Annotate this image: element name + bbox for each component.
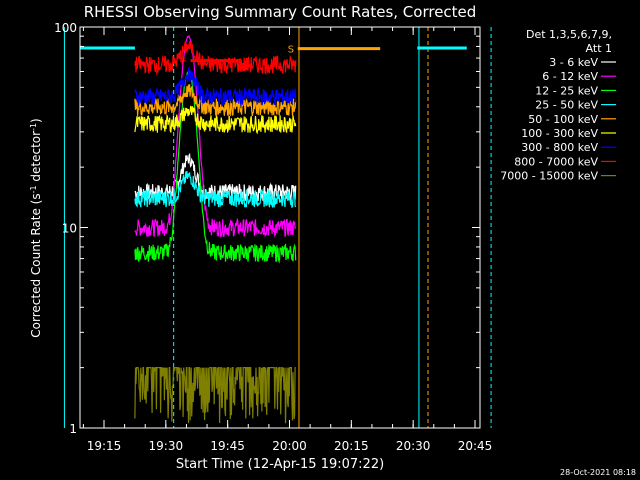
x-tick-label: 20:00 bbox=[272, 439, 307, 453]
legend-entry-label: 25 - 50 keV bbox=[535, 99, 598, 112]
legend-entry-label: 50 - 100 keV bbox=[528, 113, 598, 126]
plot-area: FS bbox=[63, 27, 492, 428]
y-tick-label: 1 bbox=[69, 422, 77, 436]
series-line bbox=[134, 65, 297, 107]
legend-header-line2: Att 1 bbox=[586, 42, 612, 55]
x-tick-label: 19:45 bbox=[210, 439, 245, 453]
series-line bbox=[134, 40, 297, 76]
series-line bbox=[134, 34, 297, 238]
legend-entry-label: 800 - 7000 keV bbox=[514, 155, 598, 168]
series-line bbox=[134, 105, 297, 135]
x-tick-label: 20:30 bbox=[396, 439, 431, 453]
series-line bbox=[134, 69, 297, 264]
x-tick-label: 19:30 bbox=[149, 439, 184, 453]
x-tick-label: 20:45 bbox=[458, 439, 493, 453]
generated-timestamp: 28-Oct-2021 08:18 bbox=[560, 468, 636, 477]
series-line bbox=[134, 367, 296, 424]
chart-title: RHESSI Observing Summary Count Rates, Co… bbox=[84, 3, 477, 21]
x-tick-label: 19:15 bbox=[87, 439, 122, 453]
flag-label: F bbox=[181, 57, 187, 68]
series-line bbox=[134, 84, 297, 117]
x-axis: 19:15 19:30 19:45 20:00 20:15 20:30 20:45 bbox=[82, 27, 493, 453]
y-axis-label: Corrected Count Rate (s-1 detector-1) bbox=[29, 118, 44, 337]
legend-entry-label: 12 - 25 keV bbox=[535, 84, 598, 97]
y-tick-label: 10 bbox=[62, 222, 77, 236]
legend-entry-label: 7000 - 15000 keV bbox=[500, 170, 598, 183]
flag-label: S bbox=[288, 45, 294, 56]
legend-entry-label: 6 - 12 keV bbox=[542, 70, 598, 83]
series-line bbox=[134, 170, 297, 209]
legend-entry-label: 300 - 800 keV bbox=[521, 141, 598, 154]
x-axis-label: Start Time (12-Apr-15 19:07:22) bbox=[176, 457, 384, 472]
y-tick-label: 100 bbox=[54, 21, 77, 35]
x-tick-label: 20:15 bbox=[334, 439, 369, 453]
legend-entry-label: 100 - 300 keV bbox=[521, 127, 598, 140]
y-axis: 1 10 100 bbox=[54, 21, 480, 436]
legend-entry-label: 3 - 6 keV bbox=[549, 56, 598, 69]
legend-header-line1: Det 1,3,5,6,7,9, bbox=[526, 28, 612, 41]
